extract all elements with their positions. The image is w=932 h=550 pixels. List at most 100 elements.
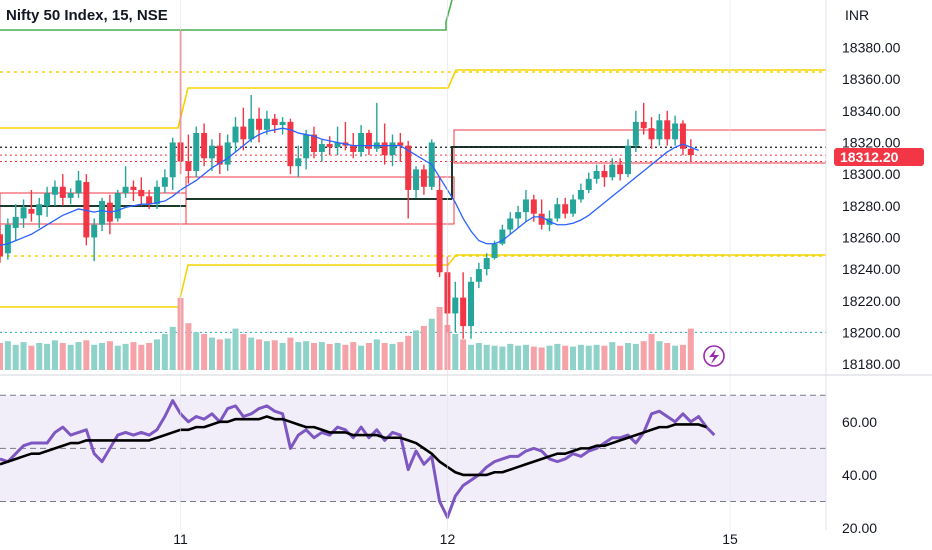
price-tick-label: 18300.00	[842, 166, 901, 182]
volume-bar	[169, 326, 176, 370]
volume-bar	[397, 342, 404, 370]
volume-bar	[216, 339, 223, 370]
candle-body	[507, 218, 514, 230]
candle-body	[28, 208, 35, 214]
volume-bar	[91, 344, 98, 370]
candle-body	[67, 193, 74, 198]
candle-body	[240, 126, 247, 140]
candle-body	[475, 269, 482, 282]
volume-bar	[640, 341, 647, 370]
candle-body	[216, 145, 223, 165]
volume-bar	[4, 341, 11, 370]
price-tick-label: 18280.00	[842, 198, 901, 214]
candle-body	[687, 148, 694, 156]
volume-bar	[546, 345, 553, 370]
volume-bar	[491, 345, 498, 370]
volume-bar	[679, 344, 686, 370]
volume-bar	[59, 343, 66, 370]
candle-body	[389, 142, 396, 156]
price-tick-label: 18240.00	[842, 261, 901, 277]
volume-bar	[138, 344, 145, 370]
candle-body	[664, 120, 671, 140]
candle-body	[672, 123, 679, 140]
candle-body	[679, 123, 686, 149]
volume-bar	[208, 337, 215, 370]
candle-body	[208, 145, 215, 159]
candle-body	[271, 118, 278, 126]
candle-body	[405, 145, 412, 190]
volume-bar	[279, 343, 286, 370]
candle-body	[4, 224, 11, 254]
candle-body	[51, 186, 58, 195]
candle-body	[256, 118, 263, 130]
volume-bar	[617, 345, 624, 370]
volume-bar	[146, 343, 153, 370]
candle-body	[499, 229, 506, 244]
candle-body	[232, 126, 239, 143]
candle-body	[263, 118, 270, 130]
volume-bar	[373, 339, 380, 370]
volume-bar	[562, 345, 569, 370]
candle-body	[193, 132, 200, 171]
candle-body	[420, 169, 427, 187]
volume-bar	[287, 337, 294, 370]
volume-bar	[263, 341, 270, 370]
volume-bar	[381, 343, 388, 370]
candle-body	[185, 161, 192, 171]
volume-bar	[83, 340, 90, 370]
volume-bar	[609, 342, 616, 370]
volume-bar	[577, 344, 584, 370]
pivot-upper-line	[0, 0, 453, 31]
rsi-tick-label: 40.00	[842, 467, 877, 483]
volume-bar	[311, 343, 317, 370]
volume-bar	[632, 343, 639, 370]
candle-body	[625, 145, 631, 175]
candle-body	[460, 297, 467, 327]
candle-body	[169, 142, 176, 178]
candle-body	[122, 186, 129, 194]
volume-bar	[248, 337, 255, 370]
volume-bar	[358, 345, 365, 370]
volume-bar	[428, 318, 435, 370]
lightning-icon-glyph	[709, 349, 719, 364]
volume-bar	[185, 323, 192, 370]
candle-body	[601, 170, 608, 178]
volume-bar	[256, 339, 263, 370]
candle-body	[201, 132, 208, 159]
volume-bar	[420, 325, 427, 370]
candle-body	[452, 297, 459, 314]
volume-bar	[28, 345, 35, 370]
candle-body	[436, 189, 443, 273]
time-tick-label: 12	[440, 531, 456, 547]
volume-bar	[413, 330, 420, 370]
volume-bar	[593, 344, 600, 370]
candle-body	[656, 120, 663, 140]
candle-body	[287, 121, 294, 167]
volume-bar	[350, 342, 357, 370]
candle-body	[91, 224, 98, 238]
volume-bar	[122, 343, 129, 370]
volume-bar	[405, 335, 412, 370]
candle-body	[397, 142, 404, 146]
last-price-label: 18312.20	[840, 149, 899, 165]
volume-bar	[687, 328, 694, 370]
candle-body	[44, 193, 51, 206]
volume-bar	[452, 334, 459, 370]
price-tick-label: 18200.00	[842, 324, 901, 340]
volume-bar	[224, 338, 231, 370]
volume-bar	[106, 341, 113, 370]
rsi-pane[interactable]	[0, 394, 826, 519]
price-tick-label: 18180.00	[842, 356, 901, 372]
candle-body	[83, 182, 90, 238]
candle-body	[562, 204, 569, 214]
candle-body	[350, 145, 357, 152]
volume-bar	[232, 328, 239, 370]
candle-body	[295, 158, 302, 167]
volume-bar	[664, 343, 671, 370]
candle-body	[279, 121, 286, 126]
volume-bar	[201, 334, 208, 370]
lightning-icon[interactable]	[703, 345, 725, 367]
candle-body	[114, 193, 121, 219]
